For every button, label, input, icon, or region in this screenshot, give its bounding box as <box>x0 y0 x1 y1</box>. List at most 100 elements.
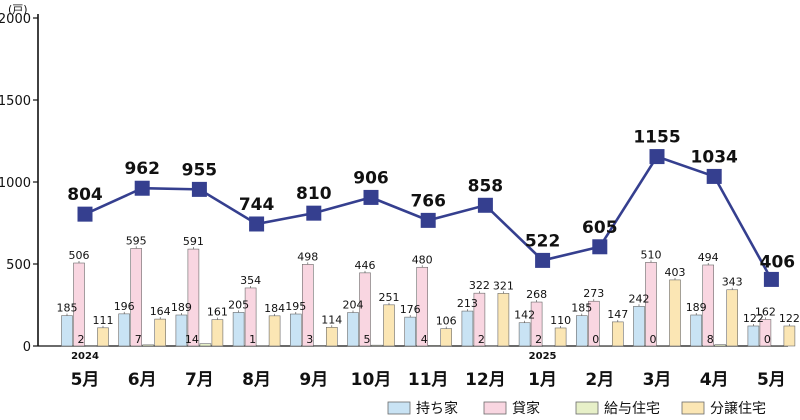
bar-value-label: 196 <box>114 300 135 313</box>
bar-value-label: 142 <box>514 309 535 322</box>
bar-2-10 <box>657 345 669 347</box>
total-point-6 <box>420 212 436 228</box>
total-point-7 <box>477 197 493 213</box>
legend-label-1: 貸家 <box>512 400 540 417</box>
bar-2-9 <box>599 345 612 347</box>
bar-value-label: 162 <box>755 305 776 318</box>
x-tick-label: 11月 <box>408 370 449 390</box>
bar-3-5 <box>383 304 395 347</box>
legend-swatch-0 <box>387 401 411 415</box>
bar-2-7 <box>485 345 498 347</box>
bar-0-12 <box>747 325 760 347</box>
x-tick-label: 6月 <box>128 370 157 390</box>
bar-value-label: 110 <box>550 314 571 327</box>
bar-value-label: 122 <box>779 312 800 325</box>
bar-0-1 <box>118 313 130 347</box>
bar-0-0 <box>61 315 73 347</box>
bar-value-label: 595 <box>126 234 147 247</box>
legend-label-2: 給与住宅 <box>604 401 660 417</box>
x-tick-label: 1月 <box>528 370 557 390</box>
y-tick-label: 500 <box>6 258 31 273</box>
bar-2-6 <box>428 345 441 347</box>
y-tick-label: 2000 <box>0 12 31 27</box>
bar-3-2 <box>211 319 224 347</box>
y-tick-label: 1500 <box>0 94 31 109</box>
bar-value-label: 0 <box>764 333 771 346</box>
bar-value-label: 510 <box>641 248 662 261</box>
bar-value-label: 0 <box>650 333 657 346</box>
bar-3-10 <box>669 279 681 347</box>
total-line-layer <box>77 149 779 287</box>
y-unit-label: (戸) <box>8 3 28 16</box>
total-point-9 <box>592 239 608 255</box>
total-value-label: 906 <box>353 168 389 188</box>
bar-value-label: 204 <box>343 299 364 312</box>
bar-0-8 <box>518 322 531 347</box>
y-tick-label: 0 <box>23 340 31 355</box>
bar-3-12 <box>783 325 796 347</box>
bar-3-11 <box>726 289 739 347</box>
x-tick-label: 5月 <box>71 370 100 390</box>
bar-0-10 <box>633 306 645 347</box>
bar-0-3 <box>232 312 245 347</box>
total-value-label: 766 <box>410 191 446 211</box>
total-value-label: 406 <box>760 252 796 272</box>
total-value-label: 522 <box>525 231 561 251</box>
total-point-5 <box>363 189 379 205</box>
bar-0-6 <box>404 316 417 347</box>
x-tick-label: 4月 <box>700 370 729 390</box>
bar-value-label: 480 <box>412 253 433 266</box>
bar-1-1 <box>130 248 142 347</box>
bar-value-label: 164 <box>150 305 171 318</box>
bar-2-0 <box>85 345 97 347</box>
x-tick-label: 9月 <box>299 370 328 390</box>
total-value-label: 955 <box>182 160 218 180</box>
legend-label-3: 分譲住宅 <box>710 401 766 417</box>
bar-value-label: 213 <box>457 297 478 310</box>
bar-value-label: 185 <box>57 302 78 315</box>
x-tick-label: 10月 <box>351 370 392 390</box>
total-point-0 <box>77 206 93 222</box>
year-label: 2025 <box>529 351 557 362</box>
bar-2-5 <box>371 344 383 347</box>
bar-value-label: 195 <box>285 300 306 313</box>
bar-0-11 <box>690 314 703 347</box>
bar-3-1 <box>154 318 166 347</box>
bar-value-label: 2 <box>535 333 542 346</box>
bar-3-6 <box>440 328 453 347</box>
legend: 持ち家 貸家 給与住宅 分譲住宅 <box>387 400 766 417</box>
bar-value-label: 506 <box>69 249 90 262</box>
total-value-label: 1034 <box>691 147 738 167</box>
bar-value-label: 1 <box>249 333 256 346</box>
legend-label-0: 持ち家 <box>416 400 458 417</box>
total-value-label: 810 <box>296 184 332 204</box>
bar-3-8 <box>554 327 567 347</box>
bar-3-4 <box>325 327 338 347</box>
x-tick-label: 8月 <box>242 370 271 390</box>
year-label: 2024 <box>71 351 99 362</box>
total-value-label: 858 <box>468 176 504 196</box>
bar-2-3 <box>256 345 269 347</box>
bar-value-label: 184 <box>264 302 285 315</box>
bar-2-12 <box>771 345 784 347</box>
x-tick-label: 7月 <box>185 370 214 390</box>
bar-value-label: 446 <box>355 259 376 272</box>
bar-value-label: 403 <box>665 266 686 279</box>
bar-2-8 <box>542 345 555 347</box>
total-point-10 <box>649 149 665 165</box>
bar-value-label: 322 <box>469 279 490 292</box>
bar-3-3 <box>268 315 281 347</box>
total-point-4 <box>306 205 322 221</box>
bar-2-2 <box>199 343 212 347</box>
bar-value-label: 494 <box>698 251 719 264</box>
bar-value-label: 14 <box>185 333 199 346</box>
bar-3-9 <box>611 321 624 347</box>
bar-value-label: 2 <box>78 333 85 346</box>
total-value-label: 605 <box>582 218 618 238</box>
bar-0-5 <box>347 312 359 347</box>
total-point-12 <box>763 271 779 287</box>
total-value-label: 1155 <box>633 128 680 148</box>
bar-1-2 <box>187 248 200 347</box>
